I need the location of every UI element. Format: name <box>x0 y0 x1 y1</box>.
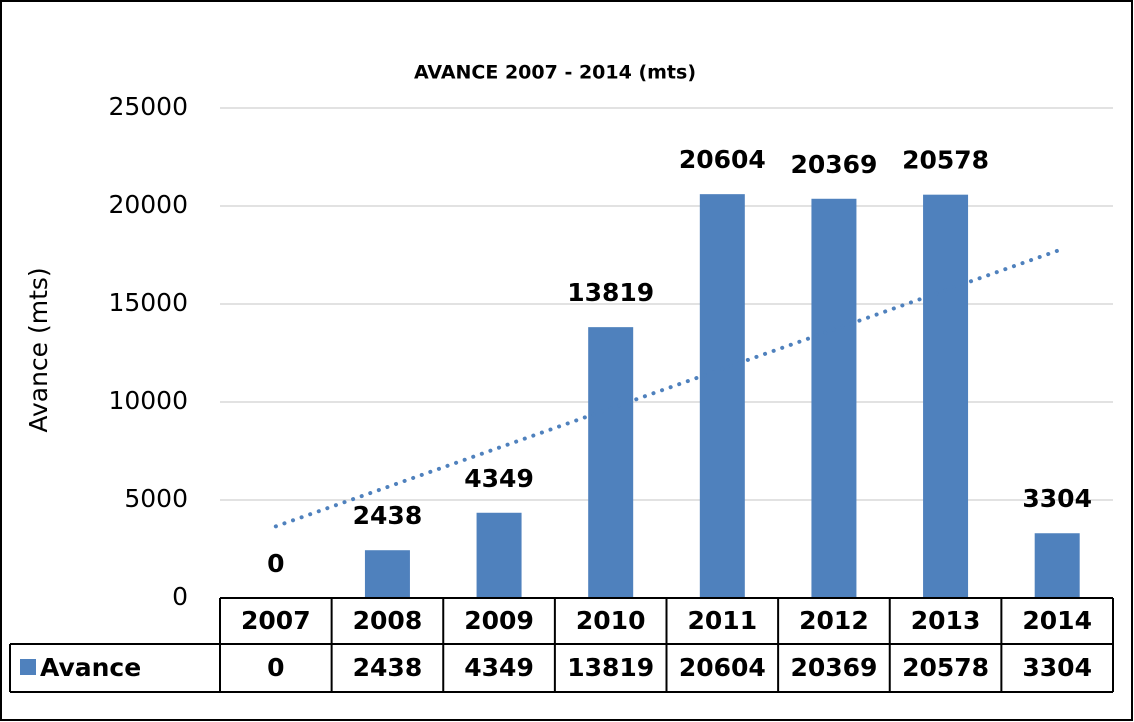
y-tick-label: 25000 <box>108 92 188 121</box>
data-label: 20369 <box>790 150 877 179</box>
legend-swatch <box>20 659 36 675</box>
y-tick-label: 15000 <box>108 288 188 317</box>
data-label: 13819 <box>567 278 654 307</box>
y-tick-label: 20000 <box>108 190 188 219</box>
x-tick-label: 2010 <box>576 606 646 635</box>
y-tick-label: 5000 <box>124 484 188 513</box>
y-axis-label: Avance (mts) <box>24 267 53 432</box>
bar <box>1034 533 1080 598</box>
bar <box>811 198 857 599</box>
data-label: 20578 <box>902 146 989 175</box>
table-value: 20369 <box>790 653 877 682</box>
x-tick-label: 2007 <box>241 606 311 635</box>
y-tick-label: 10000 <box>108 386 188 415</box>
table-value: 20604 <box>679 653 766 682</box>
x-tick-label: 2013 <box>911 606 981 635</box>
bar <box>364 550 410 598</box>
data-label: 0 <box>267 549 284 578</box>
x-tick-label: 2012 <box>799 606 869 635</box>
table-value: 13819 <box>567 653 654 682</box>
data-label: 20604 <box>679 145 766 174</box>
x-tick-label: 2014 <box>1022 606 1092 635</box>
table-value: 4349 <box>464 653 534 682</box>
chart-title: AVANCE 2007 - 2014 (mts) <box>414 62 696 84</box>
table-value: 2438 <box>353 653 423 682</box>
data-label: 2438 <box>353 501 423 530</box>
bar <box>923 194 969 598</box>
data-label: 4349 <box>464 464 534 493</box>
x-tick-label: 2009 <box>464 606 534 635</box>
bar <box>476 512 522 598</box>
bar <box>588 327 634 598</box>
legend-label: Avance <box>40 653 141 682</box>
trendline <box>273 248 1060 529</box>
x-tick-label: 2008 <box>353 606 423 635</box>
y-tick-label: 0 <box>172 582 188 611</box>
table-value: 3304 <box>1022 653 1092 682</box>
x-tick-label: 2011 <box>688 606 758 635</box>
table-value: 20578 <box>902 653 989 682</box>
bar <box>699 194 745 598</box>
table-value: 0 <box>267 653 284 682</box>
data-label: 3304 <box>1022 484 1092 513</box>
